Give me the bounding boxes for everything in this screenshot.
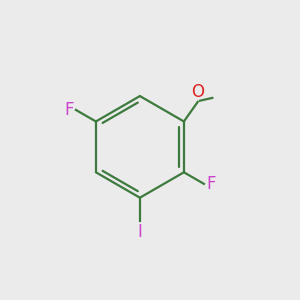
Text: F: F xyxy=(206,175,216,193)
Text: F: F xyxy=(64,101,74,119)
Text: I: I xyxy=(137,223,142,241)
Text: O: O xyxy=(191,83,204,101)
